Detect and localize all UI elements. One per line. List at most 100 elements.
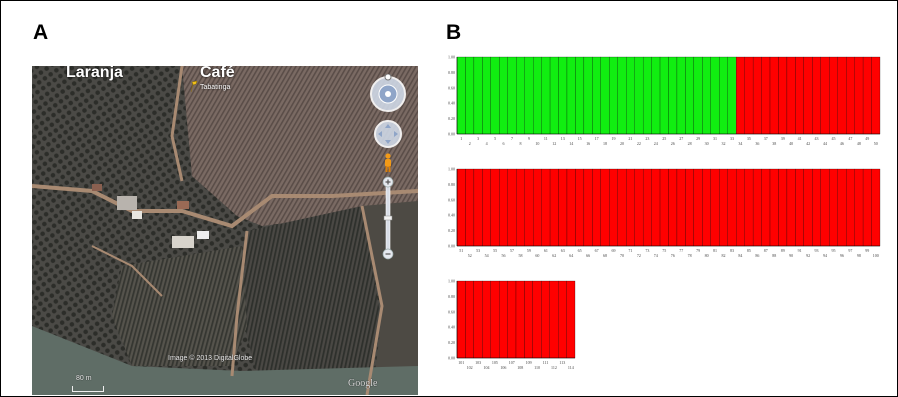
x-tick-17: 17 (595, 136, 599, 141)
bar-individual-77 (676, 168, 686, 247)
x-tick-88: 88 (772, 253, 776, 258)
x-tick-9: 9 (528, 136, 530, 141)
x-tick-31: 31 (713, 136, 717, 141)
bar-individual-2 (465, 56, 475, 135)
x-tick-35: 35 (747, 136, 751, 141)
y-tick-0.60: 0.60 (448, 309, 455, 314)
bar-individual-71 (626, 168, 635, 247)
x-tick-86: 86 (755, 253, 759, 258)
bar-individual-58 (516, 168, 525, 247)
x-tick-46: 46 (840, 141, 844, 146)
x-tick-95: 95 (831, 248, 835, 253)
x-tick-97: 97 (848, 248, 852, 253)
panel-label-b: B (446, 21, 462, 44)
bar-individual-93 (812, 168, 821, 247)
x-tick-91: 91 (798, 248, 802, 253)
y-tick-0.40: 0.40 (448, 101, 455, 106)
x-tick-52: 52 (468, 253, 472, 258)
x-tick-12: 12 (552, 141, 556, 146)
bar-individual-30 (702, 56, 711, 135)
bar-individual-38 (769, 56, 779, 135)
x-tick-65: 65 (578, 248, 582, 253)
x-tick-6: 6 (503, 141, 505, 146)
x-tick-56: 56 (502, 253, 506, 258)
y-tick-1.00: 1.00 (448, 279, 455, 284)
bar-individual-89 (778, 168, 788, 247)
y-tick-0.40: 0.40 (448, 213, 455, 218)
x-tick-80: 80 (705, 253, 709, 258)
map-label-place: Tabatinga (200, 84, 231, 91)
bar-individual-106 (499, 280, 508, 359)
bar-individual-17 (592, 56, 601, 135)
x-tick-4: 4 (486, 141, 488, 146)
bar-individual-109 (524, 280, 533, 359)
x-tick-50: 50 (874, 141, 878, 146)
y-tick-0.60: 0.60 (448, 85, 455, 90)
aerial-map[interactable]: Laranja Café Tabatinga (32, 66, 418, 395)
bar-individual-100 (871, 168, 881, 247)
place-pin-icon[interactable] (190, 80, 198, 92)
bar-individual-114 (566, 280, 576, 359)
x-tick-3: 3 (477, 136, 479, 141)
x-tick-41: 41 (798, 136, 802, 141)
x-tick-92: 92 (806, 253, 810, 258)
x-tick-110: 110 (534, 365, 540, 370)
y-tick-0.80: 0.80 (448, 182, 455, 187)
x-tick-106: 106 (500, 365, 506, 370)
bar-individual-5 (490, 56, 500, 135)
map-label-laranja: Laranja (66, 66, 123, 81)
x-tick-27: 27 (679, 136, 683, 141)
bar-individual-108 (515, 280, 525, 359)
bar-individual-35 (744, 56, 754, 135)
bar-individual-1 (456, 56, 466, 135)
bar-individual-59 (524, 168, 534, 247)
bar-individual-68 (600, 168, 610, 247)
x-tick-1: 1 (460, 136, 462, 141)
x-tick-61: 61 (544, 248, 548, 253)
y-tick-0.00: 0.00 (448, 132, 455, 137)
bar-individual-88 (769, 168, 779, 247)
bar-individual-81 (710, 168, 720, 247)
bar-individual-112 (549, 280, 559, 359)
google-logo[interactable]: Google (348, 378, 378, 389)
bar-individual-52 (465, 168, 475, 247)
bar-individual-39 (778, 56, 788, 135)
bar-individual-64 (566, 168, 576, 247)
x-tick-40: 40 (789, 141, 793, 146)
move-control[interactable] (373, 119, 403, 149)
street-view-pegman-icon[interactable] (383, 153, 393, 173)
bar-individual-55 (490, 168, 500, 247)
y-tick-0.20: 0.20 (448, 228, 455, 233)
ancestry-chart-3: 1011021031041051061071081091101111121131… (448, 279, 576, 370)
y-tick-0.40: 0.40 (448, 325, 455, 330)
x-tick-54: 54 (485, 253, 489, 258)
zoom-slider[interactable] (382, 176, 394, 260)
bar-individual-78 (685, 168, 695, 247)
x-tick-94: 94 (823, 253, 827, 258)
bar-individual-70 (617, 168, 627, 247)
bar-individual-96 (837, 168, 847, 247)
bar-individual-9 (524, 56, 534, 135)
bar-individual-62 (549, 168, 559, 247)
y-tick-1.00: 1.00 (448, 55, 455, 60)
x-tick-100: 100 (873, 253, 879, 258)
bar-individual-37 (761, 56, 771, 135)
x-tick-57: 57 (510, 248, 514, 253)
bar-individual-50 (871, 56, 881, 135)
x-tick-78: 78 (688, 253, 692, 258)
bar-individual-48 (854, 56, 864, 135)
x-tick-68: 68 (603, 253, 607, 258)
bar-individual-27 (676, 56, 686, 135)
x-tick-55: 55 (493, 248, 497, 253)
bar-individual-11 (541, 56, 551, 135)
x-tick-43: 43 (815, 136, 819, 141)
look-control[interactable] (368, 74, 408, 114)
bar-individual-83 (727, 168, 737, 247)
x-tick-93: 93 (815, 248, 819, 253)
bar-individual-61 (541, 168, 551, 247)
bar-individual-66 (583, 168, 593, 247)
bar-individual-47 (846, 56, 855, 135)
x-tick-102: 102 (467, 365, 473, 370)
x-tick-59: 59 (527, 248, 531, 253)
x-tick-15: 15 (578, 136, 582, 141)
